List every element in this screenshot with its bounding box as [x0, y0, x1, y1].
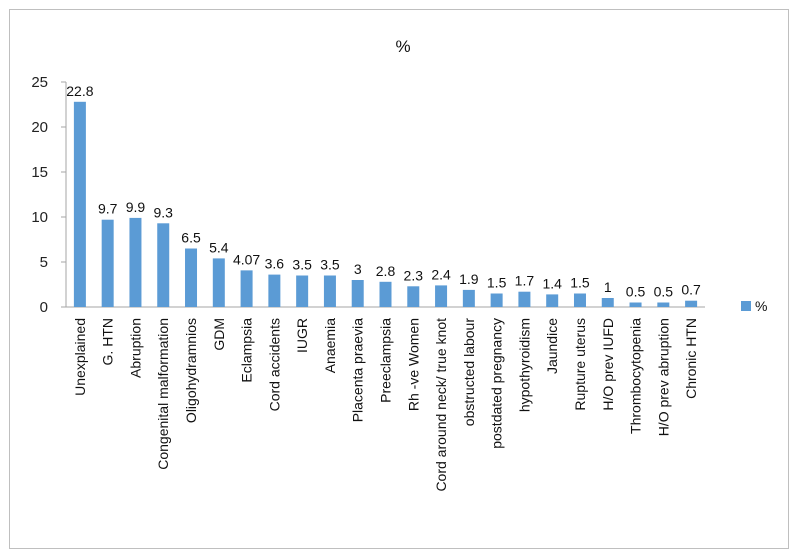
data-label: 22.8	[66, 83, 93, 99]
category-label: Cord around neck/ true knot	[433, 318, 449, 492]
category-label: H/O prev abruption	[655, 318, 671, 436]
bar	[73, 101, 86, 307]
bar	[323, 275, 336, 307]
bar	[490, 293, 503, 307]
data-label: 1.7	[515, 273, 535, 289]
category-label: Jaundice	[544, 318, 560, 374]
data-label: 1	[604, 279, 612, 295]
bar	[185, 248, 198, 307]
data-label: 2.3	[404, 267, 424, 283]
data-label: 1.5	[570, 275, 590, 291]
category-label: G. HTN	[100, 318, 116, 365]
category-labels: Unexplained G. HTN Abruption Congenital mal…	[72, 318, 699, 492]
bar	[685, 300, 698, 307]
data-label: 9.9	[126, 199, 146, 215]
data-label: 2.4	[431, 266, 451, 282]
y-tick-label: 10	[31, 209, 48, 226]
y-tick-label: 25	[31, 74, 48, 91]
bar	[435, 285, 448, 307]
category-label: Cord accidents	[266, 318, 282, 411]
bar	[212, 258, 225, 307]
bar	[462, 289, 475, 307]
bar	[601, 298, 614, 307]
category-label: Abruption	[127, 318, 143, 378]
data-label: 5.4	[209, 239, 229, 255]
category-label: obstructed labour	[461, 318, 477, 427]
data-label: 1.5	[487, 275, 507, 291]
bar	[573, 293, 586, 307]
category-label: Congenital malformation	[155, 318, 171, 470]
bar	[657, 302, 670, 307]
bar	[157, 223, 170, 307]
bar	[351, 280, 364, 307]
bar	[518, 291, 531, 307]
bar	[629, 302, 642, 307]
category-label: GDM	[211, 318, 227, 351]
y-axis: 0 5 10 15 20 25	[31, 74, 67, 316]
chart-title: %	[395, 37, 410, 56]
bar	[101, 219, 114, 307]
category-label: IUGR	[294, 318, 310, 353]
category-label: Eclampsia	[239, 318, 255, 383]
category-label: Rupture uterus	[572, 318, 588, 411]
y-tick-label: 20	[31, 119, 48, 136]
category-label: Chronic HTN	[683, 318, 699, 399]
data-label: 4.07	[233, 251, 260, 267]
data-label: 2.8	[376, 263, 396, 279]
data-label: 3.5	[320, 257, 340, 273]
bar	[379, 281, 392, 307]
category-label: Unexplained	[72, 318, 88, 396]
category-label: Anaemia	[322, 318, 338, 373]
legend-swatch	[741, 301, 751, 311]
y-tick-label: 15	[31, 164, 48, 181]
data-label: 0.7	[681, 282, 701, 298]
data-label: 1.4	[542, 275, 562, 291]
data-label: 3.6	[265, 256, 285, 272]
y-tick-label: 5	[40, 254, 48, 271]
bar	[240, 270, 253, 307]
legend-label: %	[755, 298, 767, 314]
bar-series	[73, 101, 698, 307]
bar	[129, 217, 142, 307]
data-label: 9.7	[98, 201, 118, 217]
data-labels: 22.8 9.7 9.9 9.3 6.5 5.44.07 3.6 3.5 3.5 3 2.8 2.3 2…	[66, 83, 701, 300]
data-label: 0.5	[626, 284, 646, 300]
category-label: postdated pregnancy	[489, 318, 505, 449]
bar	[407, 286, 420, 307]
data-label: 9.3	[154, 204, 174, 220]
category-label: Rh -ve Women	[405, 318, 421, 411]
category-label: Placenta praevia	[350, 318, 366, 423]
data-label: 3.5	[292, 257, 312, 273]
category-label: H/O prev IUFD	[600, 318, 616, 411]
category-label: Oligohydramnios	[183, 318, 199, 423]
data-label: 6.5	[181, 230, 201, 246]
y-tick-label: 0	[40, 299, 48, 316]
category-label: hypothyroidism	[516, 318, 532, 412]
legend: %	[741, 298, 767, 314]
bar	[296, 275, 309, 307]
data-label: 0.5	[654, 284, 674, 300]
category-label: Preeclampsia	[378, 318, 394, 403]
category-label: Thrombocytopenia	[628, 318, 644, 434]
bar	[268, 274, 281, 307]
bar	[546, 294, 559, 307]
data-label: 1.9	[459, 271, 479, 287]
data-label: 3	[354, 261, 362, 277]
